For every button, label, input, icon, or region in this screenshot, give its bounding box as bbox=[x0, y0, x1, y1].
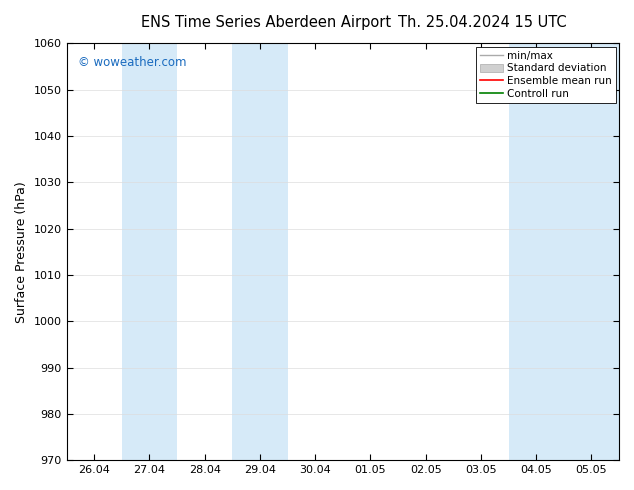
Bar bbox=[508, 44, 564, 460]
Text: © woweather.com: © woweather.com bbox=[77, 56, 186, 69]
Bar bbox=[232, 44, 288, 460]
Bar bbox=[122, 44, 177, 460]
Bar bbox=[564, 44, 624, 460]
Text: Th. 25.04.2024 15 UTC: Th. 25.04.2024 15 UTC bbox=[398, 15, 566, 30]
Legend: min/max, Standard deviation, Ensemble mean run, Controll run: min/max, Standard deviation, Ensemble me… bbox=[476, 47, 616, 103]
Text: ENS Time Series Aberdeen Airport: ENS Time Series Aberdeen Airport bbox=[141, 15, 391, 30]
Y-axis label: Surface Pressure (hPa): Surface Pressure (hPa) bbox=[15, 181, 28, 323]
